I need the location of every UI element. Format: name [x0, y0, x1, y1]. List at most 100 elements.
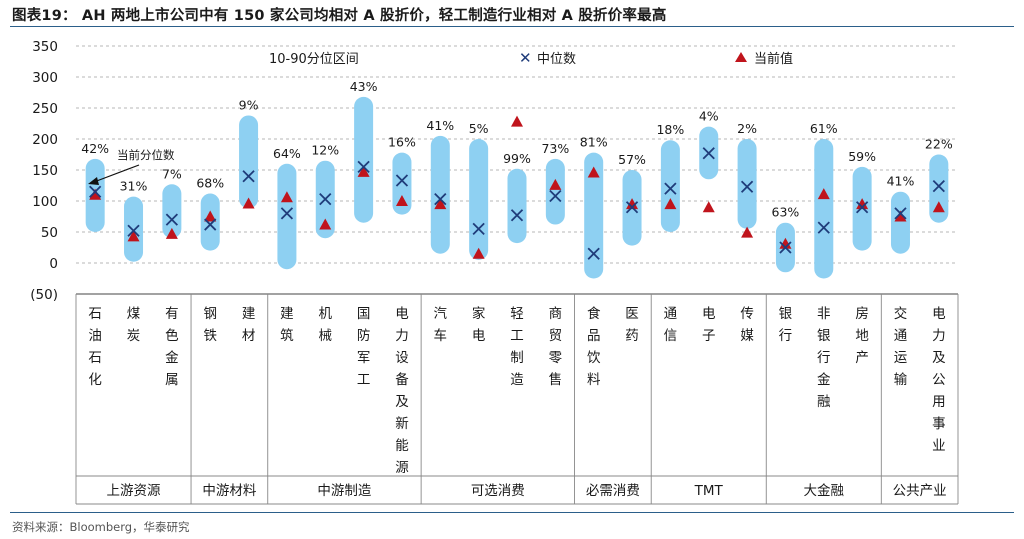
median-marker-17 — [740, 180, 754, 193]
range-band-8 — [392, 152, 412, 215]
category-char: 家 — [472, 305, 486, 322]
y-tick-label: 300 — [32, 70, 58, 86]
median-marker-14 — [625, 201, 639, 214]
current-marker-8 — [395, 195, 408, 206]
pct-label-3: 68% — [196, 176, 224, 191]
category-char: 国 — [357, 306, 371, 322]
category-char: 金 — [817, 372, 831, 388]
y-axis: 350 300 250 200 150 100 50 0 (50) — [30, 39, 959, 505]
median-marker-21 — [894, 207, 907, 220]
pct-label-19: 61% — [810, 121, 838, 136]
category-labels: 42%石油石化31%煤炭7%有色金属68%钢铁9%建材64%建筑12%机械43%… — [81, 79, 953, 499]
category-char: 设 — [395, 350, 409, 366]
category-char: 产 — [855, 350, 869, 366]
median-marker-11 — [510, 209, 524, 222]
group-label-2: 中游制造 — [317, 483, 371, 499]
category-char: 用 — [932, 394, 946, 410]
current-marker-17 — [741, 226, 754, 238]
category-char: 属 — [165, 372, 179, 388]
pct-label-10: 5% — [469, 121, 489, 136]
median-marker-5 — [280, 207, 294, 220]
legend-band-label: 10-90分位区间 — [269, 52, 359, 67]
category-char: 机 — [319, 306, 333, 322]
pct-label-5: 64% — [273, 146, 301, 161]
group-label-0: 上游资源 — [107, 483, 161, 499]
category-char: 融 — [817, 394, 831, 410]
category-char: 防 — [357, 328, 371, 344]
category-char: 商 — [549, 306, 563, 322]
group-label-4: 必需消费 — [586, 483, 640, 499]
current-marker-16 — [702, 201, 715, 213]
category-char: 品 — [587, 328, 601, 344]
current-marker-7 — [357, 165, 370, 177]
category-char: 工 — [510, 328, 524, 344]
category-char: 色 — [165, 327, 179, 344]
chart-title: 图表19： AH 两地上市公司中有 150 家公司均相对 A 股折价，轻工制造行… — [12, 8, 667, 24]
legend-median-icon: ✕ — [519, 49, 532, 67]
source-note: 资料来源：Bloomberg，华泰研究 — [12, 520, 190, 534]
pct-label-14: 57% — [618, 152, 646, 167]
annotation-label: 当前分位数 — [117, 148, 175, 162]
current-marker-12 — [549, 178, 562, 190]
category-char: 煤 — [127, 306, 141, 322]
median-marker-0 — [89, 185, 102, 198]
category-char: 筑 — [280, 328, 294, 344]
range-band-21 — [890, 191, 910, 254]
category-char: 造 — [510, 372, 524, 388]
category-char: 业 — [932, 438, 946, 454]
range-band-17 — [737, 139, 757, 229]
pct-label-4: 9% — [239, 97, 259, 112]
category-char: 力 — [395, 328, 409, 344]
pct-label-22: 22% — [925, 137, 953, 152]
range-band-19 — [814, 139, 834, 279]
range-band-12 — [545, 158, 565, 225]
median-marker-8 — [395, 174, 409, 187]
y-tick-label: 200 — [32, 132, 58, 148]
median-marker-20 — [855, 201, 869, 214]
category-char: 炭 — [127, 328, 141, 344]
median-marker-4 — [242, 170, 255, 183]
current-marker-3 — [204, 210, 217, 222]
pct-label-16: 4% — [699, 109, 719, 124]
current-marker-5 — [280, 191, 293, 203]
current-marker-15 — [664, 198, 677, 210]
current-marker-19 — [817, 188, 830, 200]
category-char: 通 — [664, 306, 678, 322]
category-char: 车 — [434, 327, 448, 344]
category-char: 输 — [894, 372, 908, 388]
legend-current-label: 当前值 — [754, 51, 793, 67]
y-tick-label: 150 — [32, 163, 58, 179]
current-marker-14 — [626, 198, 639, 210]
category-char: 新 — [395, 416, 409, 432]
y-tick-label: 350 — [32, 39, 58, 55]
category-char: 运 — [894, 350, 908, 366]
category-char: 行 — [817, 350, 831, 366]
range-band-7 — [354, 96, 374, 223]
current-marker-9 — [434, 198, 447, 210]
legend: 10-90分位区间 ✕ 中位数 当前值 — [269, 49, 793, 67]
current-marker-6 — [319, 218, 332, 230]
pct-label-9: 41% — [426, 118, 454, 133]
category-char: 材 — [242, 328, 256, 344]
annotation-arrow-head — [88, 177, 99, 185]
range-band-3 — [200, 193, 220, 251]
category-char: 电 — [932, 306, 946, 322]
category-char: 械 — [319, 328, 333, 344]
category-char: 源 — [395, 460, 409, 476]
pct-label-1: 31% — [120, 179, 148, 194]
category-char: 钢 — [203, 306, 217, 322]
y-tick-label: 250 — [32, 101, 58, 117]
annotation: 当前分位数 — [88, 148, 175, 185]
category-char: 售 — [549, 372, 563, 388]
pct-label-0: 42% — [81, 141, 109, 156]
category-char: 料 — [587, 372, 601, 388]
category-char: 力 — [932, 328, 946, 344]
median-marker-18 — [779, 241, 792, 254]
footer-rule — [10, 512, 1014, 513]
category-char: 石 — [88, 350, 102, 366]
range-band-11 — [507, 168, 527, 244]
pct-label-20: 59% — [848, 149, 876, 164]
pct-label-15: 18% — [656, 122, 684, 137]
range-band-4 — [239, 115, 259, 209]
category-char: 军 — [357, 350, 371, 366]
